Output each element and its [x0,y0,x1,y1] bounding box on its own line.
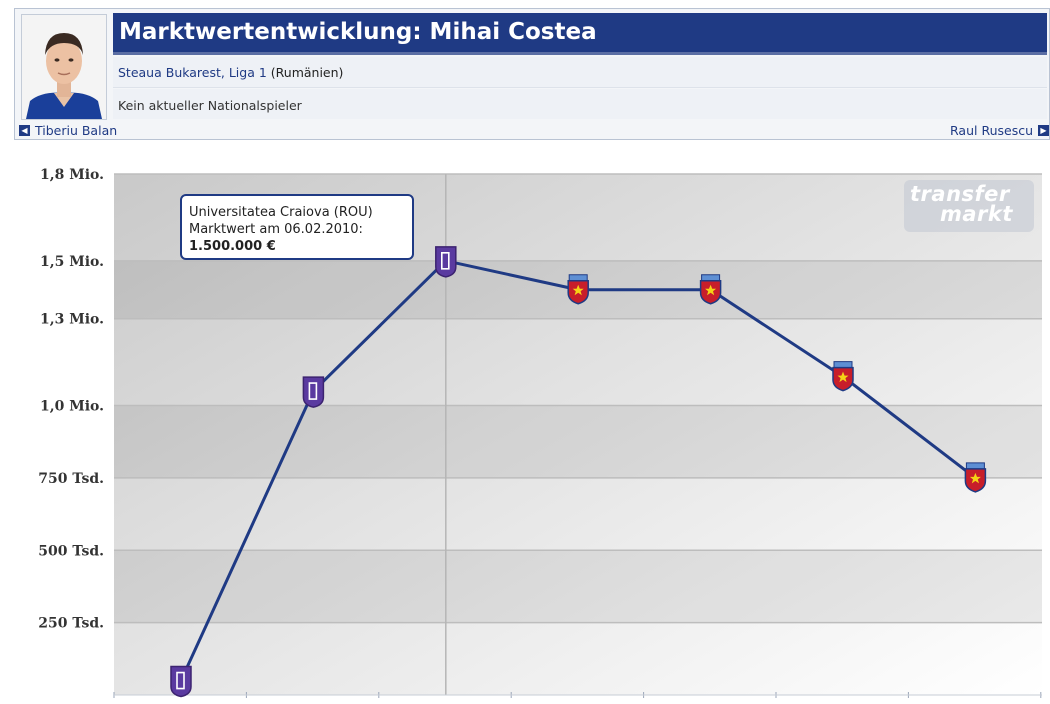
watermark-line2: markt [940,202,1013,226]
steaua-crown-icon [568,274,588,282]
y-tick-label: 1,8 Mio. [40,167,104,183]
page-title: Marktwertentwicklung: Mihai Costea [119,19,597,45]
craiova-badge-icon [170,665,192,698]
value-tooltip: Universitatea Craiova (ROU) Marktwert am… [180,194,414,260]
watermark-line1: transfer [910,182,1010,206]
club-country: (Rumänien) [270,65,344,80]
steaua-crown-icon [965,462,985,470]
player-portrait-image [22,15,106,119]
prev-player-link[interactable]: ◀ Tiberiu Balan [19,123,117,138]
arrow-right-icon: ▶ [1038,125,1049,136]
grid-band [114,550,1042,623]
next-player-name[interactable]: Raul Rusescu [950,123,1033,138]
club-row: Steaua Bukarest, Liga 1 (Rumänien) [113,57,1047,88]
y-tick-label: 750 Tsd. [38,471,104,487]
data-point[interactable] [435,246,457,278]
club-link[interactable]: Steaua Bukarest, Liga 1 [118,65,267,80]
steaua-crown-icon [701,274,721,282]
chart-svg: 1,8 Mio. 1,5 Mio. 1,3 Mio. 1,0 Mio. 750 Tsd.… [38,167,1042,698]
title-bar: Marktwertentwicklung: Mihai Costea [113,13,1047,55]
data-point[interactable] [170,665,192,698]
craiova-badge-icon [435,246,457,278]
market-value-chart: 1,8 Mio. 1,5 Mio. 1,3 Mio. 1,0 Mio. 750 Tsd.… [0,150,1050,700]
data-point[interactable] [302,376,325,408]
tooltip-date-label: Marktwert am 06.02.2010: [189,222,363,237]
y-tick-label: 1,0 Mio. [40,399,104,415]
y-tick-label: 500 Tsd. [38,543,104,559]
grid-band [114,405,1042,478]
craiova-badge-mark [440,252,450,270]
national-team-row: Kein aktueller Nationalspieler [113,89,1047,119]
y-tick-label: 1,3 Mio. [40,312,104,328]
data-point[interactable] [699,274,722,305]
craiova-badge-icon [302,376,325,408]
data-point[interactable] [832,361,854,392]
y-tick-label: 250 Tsd. [38,616,104,632]
next-player-link[interactable]: Raul Rusescu ▶ [950,123,1049,138]
tooltip-value: 1.500.000 € [189,239,276,254]
craiova-badge-mark [308,382,318,400]
player-navigation: ◀ Tiberiu Balan Raul Rusescu ▶ [15,122,1049,138]
club-info: Steaua Bukarest, Liga 1 (Rumänien) [118,65,343,80]
data-point[interactable] [964,462,987,493]
star-icon [969,472,981,484]
national-team-status: Kein aktueller Nationalspieler [118,98,302,113]
star-icon [572,284,584,296]
prev-player-name[interactable]: Tiberiu Balan [35,123,118,138]
star-icon [705,284,717,296]
player-header: Marktwertentwicklung: Mihai Costea Steau… [14,8,1050,140]
steaua-crown-icon [833,361,853,369]
arrow-left-icon: ◀ [19,125,30,136]
craiova-badge-mark [176,671,185,690]
tooltip-club: Universitatea Craiova (ROU) [189,205,373,220]
star-icon [837,371,849,383]
transfermarkt-logo: transfer markt [904,180,1034,232]
data-point[interactable] [567,274,589,305]
y-tick-label: 1,5 Mio. [40,254,104,270]
player-photo [21,14,107,120]
